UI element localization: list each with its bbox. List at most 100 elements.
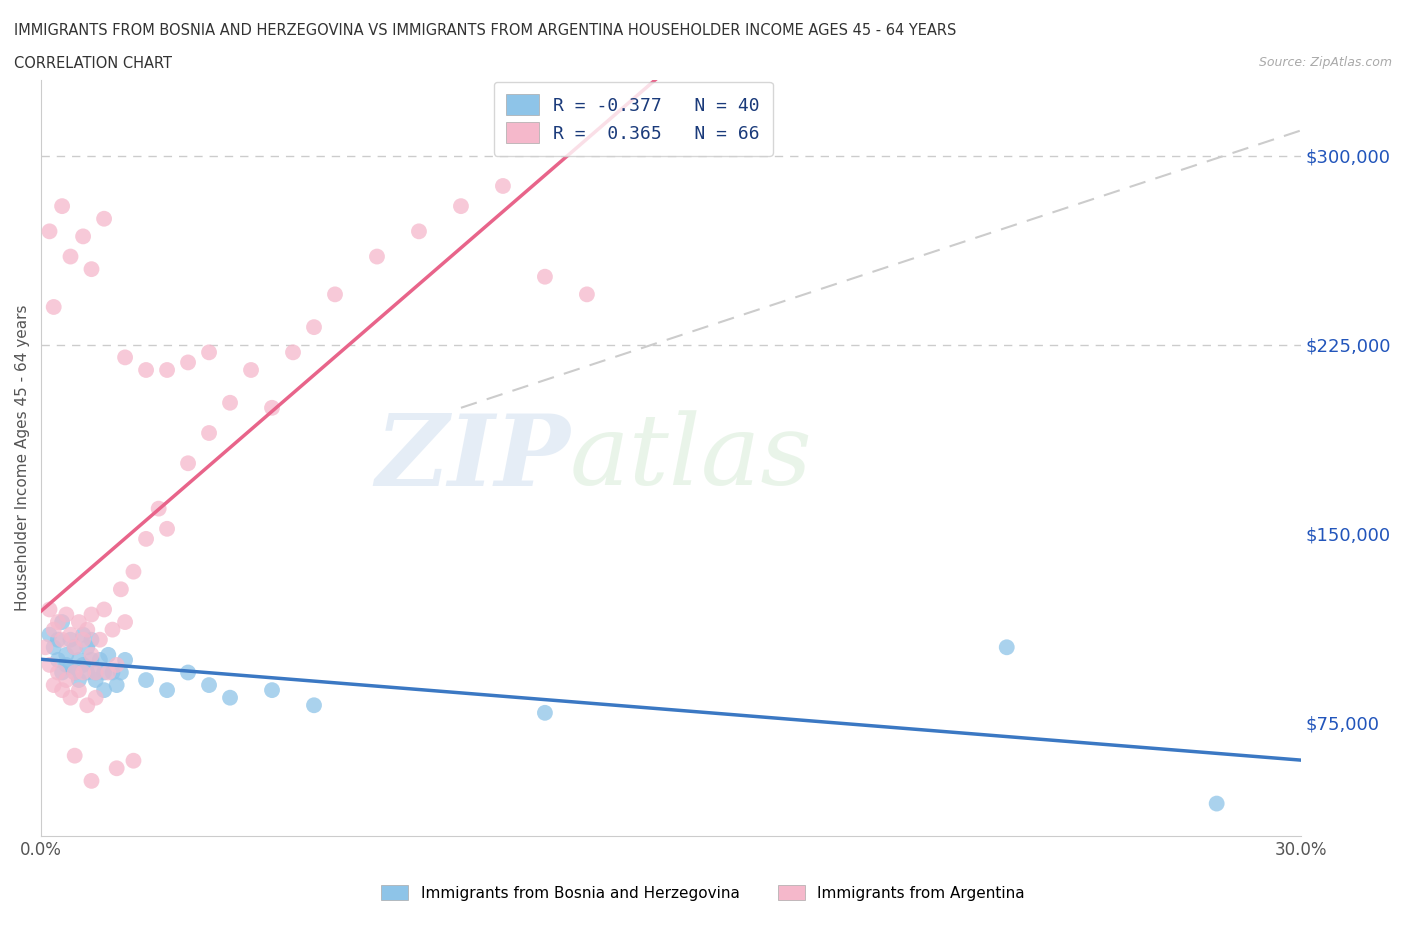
- Point: [450, 199, 472, 214]
- Point: [114, 615, 136, 630]
- Point: [240, 363, 263, 378]
- Point: [59, 627, 82, 642]
- Point: [38, 224, 60, 239]
- Point: [59, 632, 82, 647]
- Point: [1205, 796, 1227, 811]
- Point: [366, 249, 388, 264]
- Point: [72, 627, 94, 642]
- Point: [135, 531, 157, 546]
- Legend: Immigrants from Bosnia and Herzegovina, Immigrants from Argentina: Immigrants from Bosnia and Herzegovina, …: [373, 877, 1033, 909]
- Point: [59, 249, 82, 264]
- Point: [148, 501, 170, 516]
- Point: [93, 683, 115, 698]
- Point: [51, 632, 73, 647]
- Point: [55, 672, 77, 687]
- Point: [38, 602, 60, 617]
- Point: [260, 400, 283, 415]
- Point: [408, 224, 430, 239]
- Point: [101, 622, 124, 637]
- Point: [219, 395, 242, 410]
- Point: [93, 211, 115, 226]
- Point: [575, 287, 598, 302]
- Point: [156, 683, 179, 698]
- Point: [156, 522, 179, 537]
- Point: [72, 658, 94, 672]
- Point: [63, 749, 86, 764]
- Point: [156, 363, 179, 378]
- Point: [534, 270, 557, 285]
- Point: [38, 658, 60, 672]
- Point: [42, 640, 65, 655]
- Point: [59, 690, 82, 705]
- Point: [76, 698, 98, 712]
- Point: [281, 345, 304, 360]
- Point: [110, 665, 132, 680]
- Point: [105, 658, 128, 672]
- Point: [198, 426, 221, 441]
- Point: [63, 665, 86, 680]
- Point: [114, 350, 136, 365]
- Point: [38, 627, 60, 642]
- Point: [260, 683, 283, 698]
- Point: [34, 640, 56, 655]
- Point: [46, 615, 69, 630]
- Point: [51, 615, 73, 630]
- Point: [51, 665, 73, 680]
- Point: [42, 622, 65, 637]
- Text: CORRELATION CHART: CORRELATION CHART: [14, 56, 172, 71]
- Point: [63, 665, 86, 680]
- Point: [84, 665, 107, 680]
- Point: [42, 299, 65, 314]
- Point: [135, 363, 157, 378]
- Point: [46, 665, 69, 680]
- Point: [46, 632, 69, 647]
- Point: [89, 632, 111, 647]
- Point: [80, 607, 103, 622]
- Point: [72, 665, 94, 680]
- Point: [93, 602, 115, 617]
- Point: [995, 640, 1018, 655]
- Point: [177, 456, 200, 471]
- Point: [114, 653, 136, 668]
- Point: [67, 653, 90, 668]
- Point: [80, 632, 103, 647]
- Point: [63, 640, 86, 655]
- Point: [97, 665, 120, 680]
- Point: [76, 665, 98, 680]
- Text: Source: ZipAtlas.com: Source: ZipAtlas.com: [1258, 56, 1392, 69]
- Text: IMMIGRANTS FROM BOSNIA AND HERZEGOVINA VS IMMIGRANTS FROM ARGENTINA HOUSEHOLDER : IMMIGRANTS FROM BOSNIA AND HERZEGOVINA V…: [14, 23, 956, 38]
- Point: [105, 678, 128, 693]
- Point: [63, 640, 86, 655]
- Point: [51, 683, 73, 698]
- Point: [122, 753, 145, 768]
- Point: [198, 678, 221, 693]
- Point: [89, 653, 111, 668]
- Point: [84, 672, 107, 687]
- Point: [97, 647, 120, 662]
- Point: [80, 653, 103, 668]
- Point: [105, 761, 128, 776]
- Point: [198, 345, 221, 360]
- Point: [76, 622, 98, 637]
- Point: [51, 199, 73, 214]
- Point: [76, 640, 98, 655]
- Point: [323, 287, 346, 302]
- Text: atlas: atlas: [569, 410, 813, 506]
- Point: [67, 672, 90, 687]
- Y-axis label: Householder Income Ages 45 - 64 years: Householder Income Ages 45 - 64 years: [15, 305, 30, 611]
- Text: ZIP: ZIP: [375, 410, 569, 507]
- Point: [93, 665, 115, 680]
- Point: [177, 665, 200, 680]
- Legend: R = -0.377   N = 40, R =  0.365   N = 66: R = -0.377 N = 40, R = 0.365 N = 66: [494, 82, 772, 155]
- Point: [110, 582, 132, 597]
- Point: [302, 320, 325, 335]
- Point: [46, 653, 69, 668]
- Point: [55, 647, 77, 662]
- Point: [80, 261, 103, 276]
- Point: [55, 607, 77, 622]
- Point: [534, 705, 557, 720]
- Point: [55, 658, 77, 672]
- Point: [59, 660, 82, 675]
- Point: [135, 672, 157, 687]
- Point: [84, 690, 107, 705]
